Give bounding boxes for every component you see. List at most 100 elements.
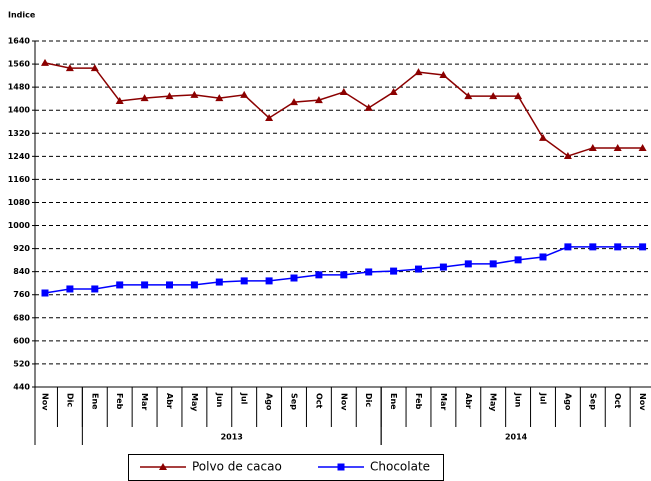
- marker: [563, 152, 572, 160]
- y-tick-label: 1560: [8, 60, 31, 69]
- y-tick-label: 1480: [8, 83, 31, 92]
- x-group-label: 2014: [505, 433, 528, 442]
- x-tick-label: Jun: [215, 392, 224, 408]
- marker: [414, 68, 423, 76]
- marker: [415, 265, 422, 273]
- line: [44, 62, 643, 157]
- legend-label: Polvo de cacao: [192, 460, 282, 474]
- x-tick-label: Dic: [65, 393, 74, 407]
- marker: [190, 90, 199, 98]
- y-tick-label: 600: [13, 336, 30, 345]
- y-tick-label: 1080: [8, 198, 31, 207]
- marker: [389, 88, 398, 96]
- marker: [91, 285, 99, 293]
- marker: [614, 243, 622, 251]
- marker: [588, 143, 597, 151]
- marker: [290, 98, 298, 106]
- marker: [638, 143, 647, 151]
- y-tick-label: 440: [13, 383, 30, 392]
- x-tick-label: Feb: [115, 393, 124, 410]
- x-tick-label: Nov: [638, 393, 647, 411]
- marker: [215, 94, 224, 102]
- marker: [464, 260, 472, 268]
- marker: [339, 88, 348, 96]
- marker: [639, 243, 647, 251]
- y-tick-label: 760: [13, 290, 30, 299]
- marker: [215, 278, 223, 286]
- y-tick-label: 1320: [8, 129, 31, 138]
- x-tick-label: May: [489, 393, 498, 412]
- marker: [489, 260, 497, 268]
- x-tick-label: Mar: [439, 393, 448, 410]
- marker: [390, 267, 398, 275]
- marker: [439, 71, 448, 79]
- y-tick-label: 1160: [8, 175, 31, 184]
- marker: [514, 256, 522, 264]
- marker: [365, 268, 373, 276]
- marker: [290, 274, 298, 282]
- marker: [364, 103, 373, 111]
- x-tick-label: Feb: [414, 393, 423, 410]
- y-tick-label: 1240: [8, 152, 31, 161]
- marker: [165, 92, 174, 100]
- marker: [90, 64, 99, 72]
- x-tick-label: Ago: [265, 393, 274, 411]
- marker: [489, 92, 498, 100]
- marker: [166, 281, 173, 289]
- marker: [115, 96, 124, 104]
- marker: [564, 243, 572, 251]
- marker: [340, 271, 348, 279]
- marker: [116, 281, 124, 289]
- x-tick-label: Sep: [588, 393, 597, 410]
- marker: [314, 96, 323, 104]
- x-tick-label: Oct: [314, 393, 323, 409]
- x-tick-label: Sep: [290, 393, 299, 410]
- marker: [539, 253, 547, 261]
- marker: [240, 90, 249, 98]
- marker: [265, 277, 273, 285]
- x-group-label: 2013: [221, 433, 243, 442]
- marker: [589, 243, 597, 251]
- x-tick-label: Nov: [339, 393, 348, 411]
- marker: [265, 113, 274, 121]
- marker: [141, 281, 149, 289]
- marker: [140, 94, 149, 102]
- x-tick-label: Dic: [364, 393, 373, 407]
- marker: [539, 133, 547, 141]
- y-tick-label: 680: [13, 313, 30, 322]
- x-tick-label: Oct: [613, 393, 622, 409]
- marker: [66, 285, 74, 293]
- legend-label: Chocolate: [370, 460, 430, 474]
- x-tick-label: Nov: [41, 393, 50, 411]
- marker: [190, 281, 198, 289]
- x-tick-label: Mar: [140, 393, 149, 410]
- y-tick-label: 840: [13, 267, 30, 276]
- y-tick-label: 920: [13, 244, 30, 253]
- marker: [337, 463, 345, 471]
- marker: [439, 263, 447, 271]
- x-tick-label: Jun: [514, 392, 523, 408]
- marker: [65, 64, 74, 72]
- x-tick-label: Abr: [165, 393, 174, 409]
- x-tick-label: Jul: [240, 392, 249, 405]
- y-tick-label: 1000: [8, 221, 31, 230]
- x-tick-label: Abr: [464, 393, 473, 409]
- y-tick-label: 1640: [8, 37, 31, 46]
- line: [44, 246, 643, 294]
- marker: [41, 58, 49, 66]
- y-axis-title: Indice: [8, 11, 36, 20]
- y-tick-label: 1400: [8, 106, 31, 115]
- marker: [464, 92, 473, 100]
- marker: [315, 271, 323, 279]
- y-tick-label: 520: [13, 359, 30, 368]
- marker: [159, 463, 167, 470]
- x-tick-label: Ago: [563, 393, 572, 411]
- marker: [41, 289, 49, 297]
- x-tick-label: Ene: [389, 393, 398, 410]
- x-tick-label: Ene: [90, 393, 99, 410]
- x-tick-label: Jul: [539, 392, 548, 405]
- x-tick-label: May: [190, 393, 199, 412]
- marker: [514, 92, 523, 100]
- marker: [613, 143, 622, 151]
